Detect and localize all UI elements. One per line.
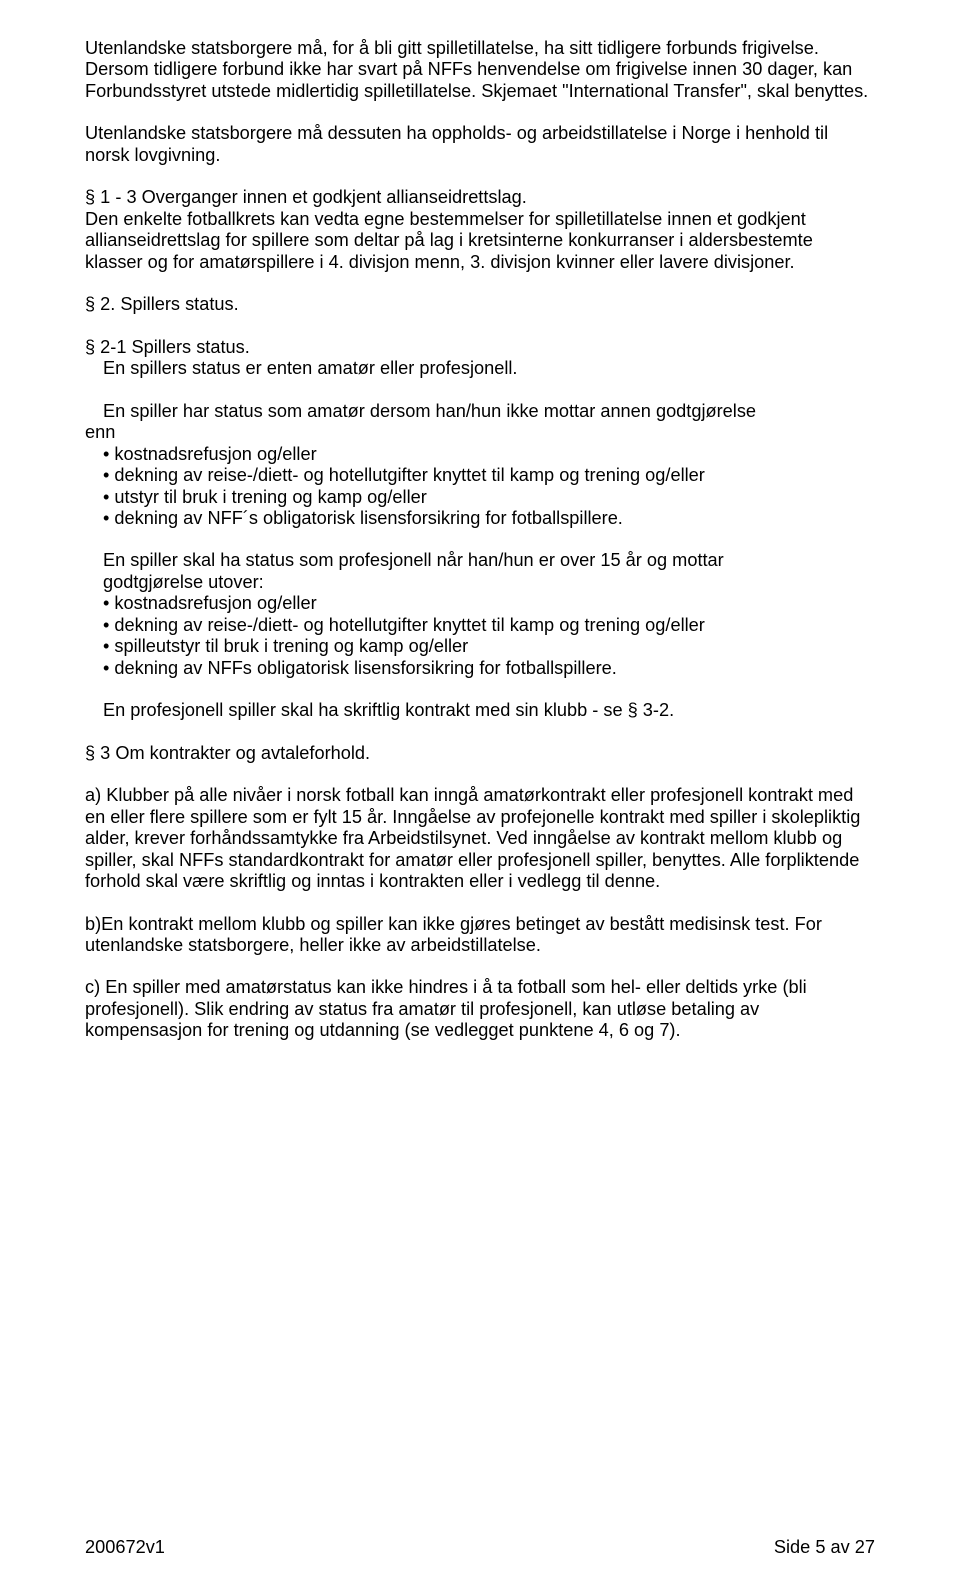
paragraph-3a: a) Klubber på alle nivåer i norsk fotbal…: [85, 785, 875, 892]
paragraph-written-contract: En profesjonell spiller skal ha skriftli…: [85, 700, 875, 721]
heading-1-3: § 1 - 3 Overganger innen et godkjent all…: [85, 187, 875, 208]
heading-2-1: § 2-1 Spillers status.: [85, 337, 875, 358]
page-content: Utenlandske statsborgere må, for å bli g…: [0, 0, 960, 1042]
paragraph-foreign-citizens: Utenlandske statsborgere må, for å bli g…: [85, 38, 875, 102]
page-footer: 200672v1 Side 5 av 27: [85, 1537, 875, 1558]
heading-2: § 2. Spillers status.: [85, 294, 875, 315]
footer-page-number: Side 5 av 27: [774, 1537, 875, 1558]
amateur-intro-line1: En spiller har status som amatør dersom …: [85, 401, 875, 422]
list-item: • utstyr til bruk i trening og kamp og/e…: [85, 487, 875, 508]
list-item: • dekning av NFFs obligatorisk lisensfor…: [85, 658, 875, 679]
section-2-1: § 2-1 Spillers status. En spillers statu…: [85, 337, 875, 380]
list-item: • kostnadsrefusjon og/eller: [85, 444, 875, 465]
pro-intro-line1: En spiller skal ha status som profesjone…: [85, 550, 875, 571]
list-item: • dekning av NFF´s obligatorisk lisensfo…: [85, 508, 875, 529]
paragraph-residence-permit: Utenlandske statsborgere må dessuten ha …: [85, 123, 875, 166]
body-2-1: En spillers status er enten amatør eller…: [85, 358, 875, 379]
body-1-3: Den enkelte fotballkrets kan vedta egne …: [85, 209, 875, 273]
section-1-3: § 1 - 3 Overganger innen et godkjent all…: [85, 187, 875, 273]
list-item: • dekning av reise-/diett- og hotellutgi…: [85, 465, 875, 486]
list-item: • kostnadsrefusjon og/eller: [85, 593, 875, 614]
paragraph-3b: b)En kontrakt mellom klubb og spiller ka…: [85, 914, 875, 957]
pro-intro-line2: godtgjørelse utover:: [85, 572, 875, 593]
amateur-status-block: En spiller har status som amatør dersom …: [85, 401, 875, 530]
amateur-intro-line2: enn: [85, 422, 875, 443]
list-item: • spilleutstyr til bruk i trening og kam…: [85, 636, 875, 657]
footer-doc-id: 200672v1: [85, 1537, 165, 1558]
paragraph-3c: c) En spiller med amatørstatus kan ikke …: [85, 977, 875, 1041]
professional-status-block: En spiller skal ha status som profesjone…: [85, 550, 875, 679]
list-item: • dekning av reise-/diett- og hotellutgi…: [85, 615, 875, 636]
heading-3: § 3 Om kontrakter og avtaleforhold.: [85, 743, 875, 764]
